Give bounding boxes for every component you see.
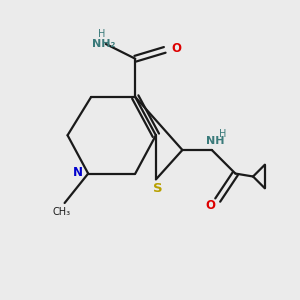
Text: O: O: [206, 199, 215, 212]
Text: S: S: [152, 182, 162, 195]
Text: O: O: [171, 42, 181, 55]
Text: N: N: [73, 166, 83, 178]
Text: NH₂: NH₂: [92, 39, 115, 49]
Text: NH: NH: [206, 136, 225, 146]
Text: H: H: [219, 129, 227, 139]
Text: H: H: [98, 29, 105, 39]
Text: CH₃: CH₃: [52, 207, 71, 217]
